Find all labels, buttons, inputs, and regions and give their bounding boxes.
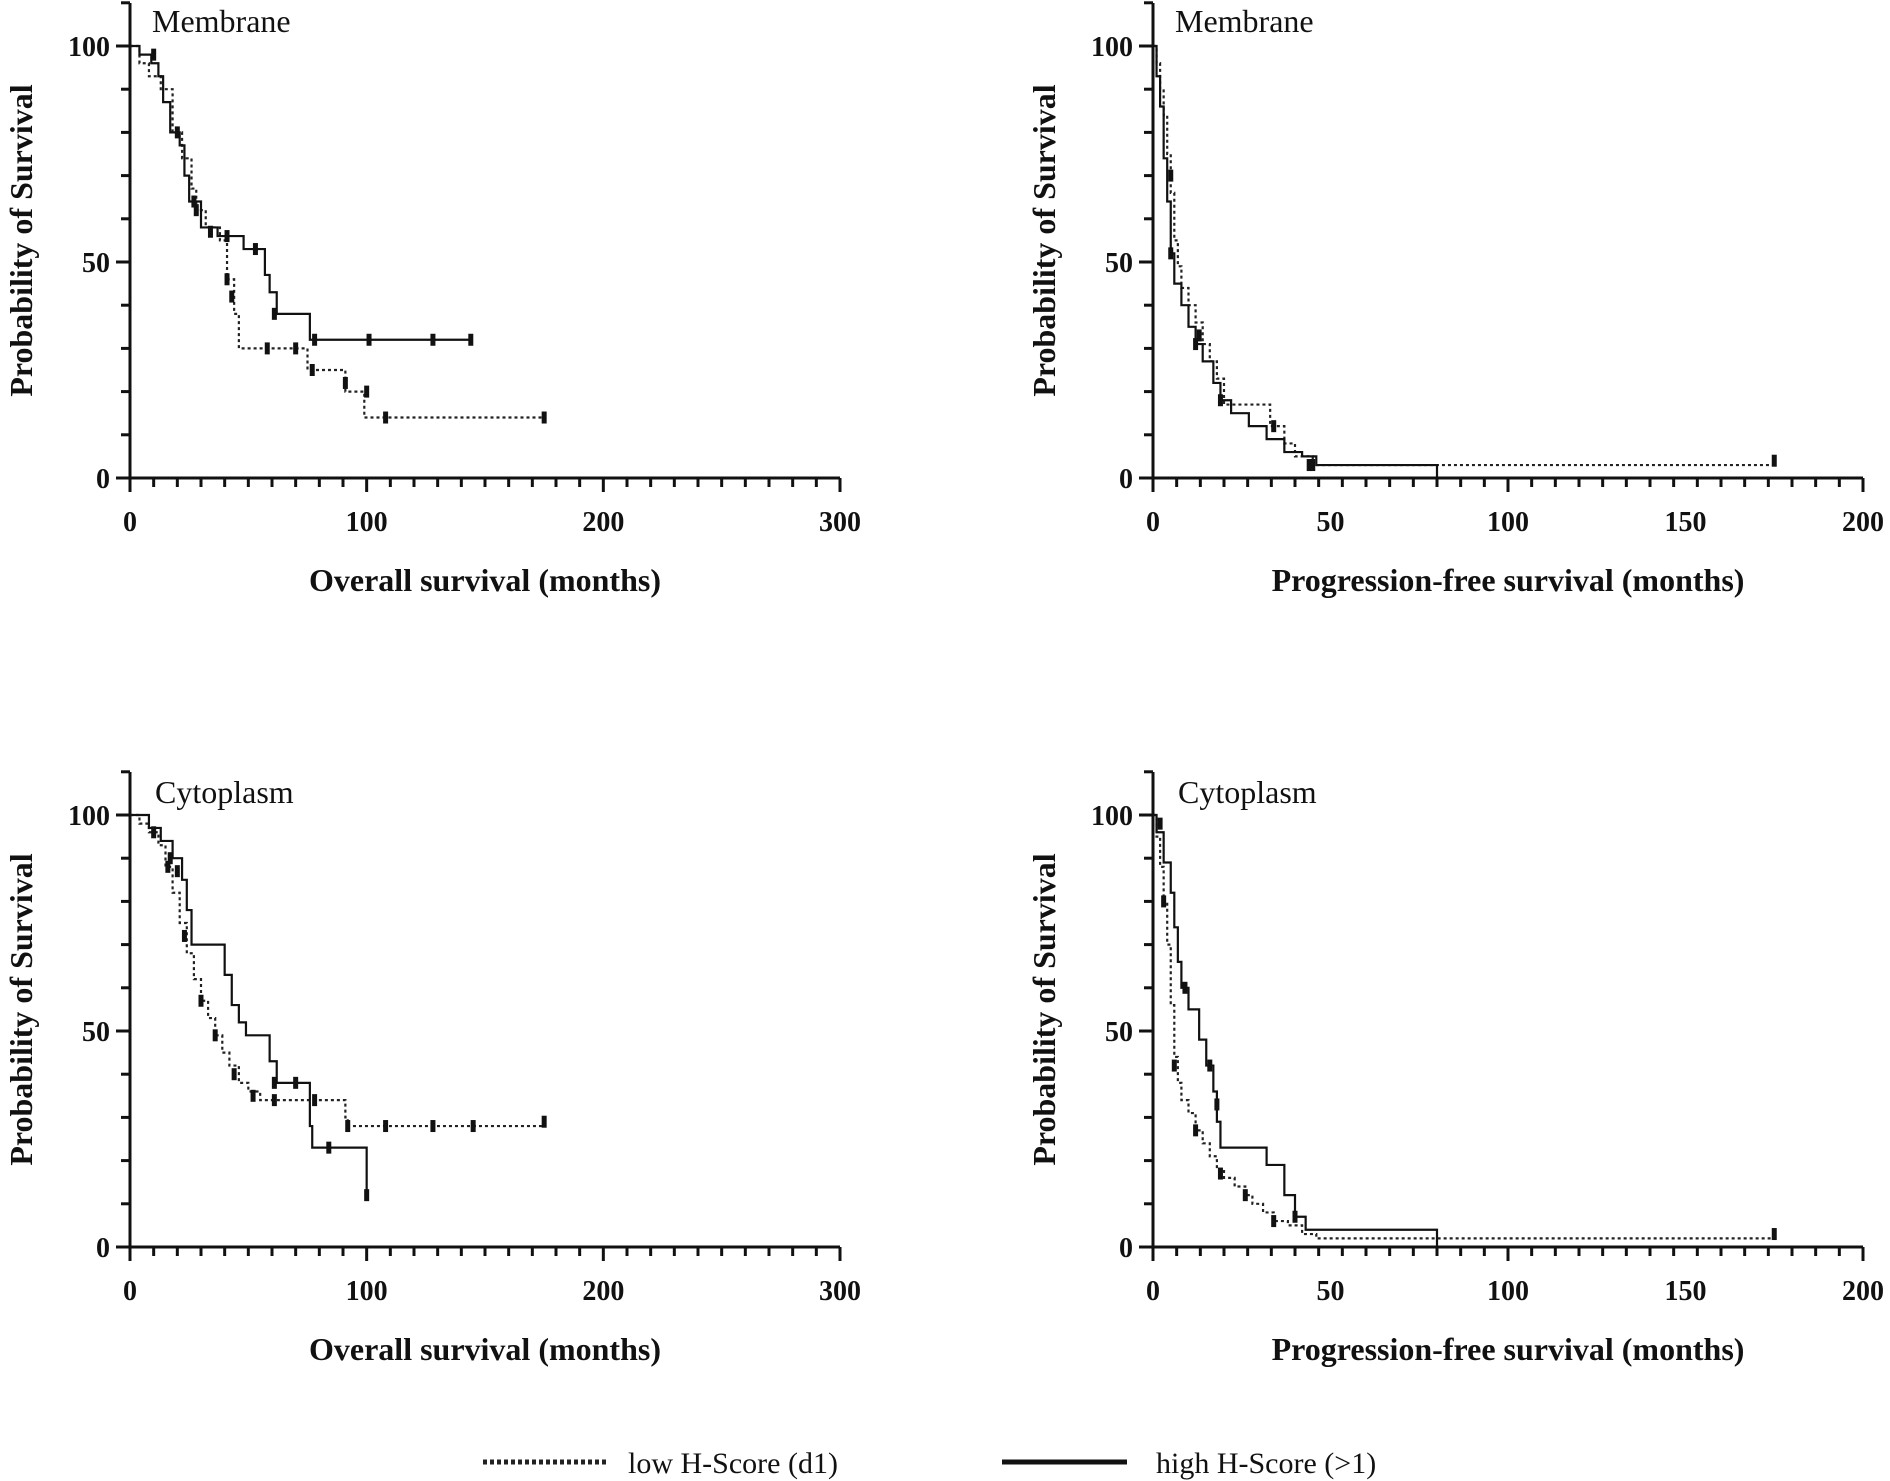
y-tick-label: 0 (96, 464, 110, 495)
series-high-h-score-line (130, 44, 471, 341)
panel-title: Membrane (152, 3, 291, 39)
series-high-h-score-line (1153, 44, 1439, 478)
y-tick-label: 50 (82, 1017, 110, 1048)
x-tick-label: 100 (1487, 1276, 1529, 1307)
x-tick-label: 150 (1665, 1276, 1707, 1307)
y-tick-label: 0 (1119, 1233, 1133, 1264)
x-tick-label: 200 (582, 1276, 624, 1307)
x-tick-label: 100 (1487, 507, 1529, 538)
x-tick-label: 0 (123, 507, 137, 538)
panel-title: Membrane (1175, 3, 1314, 39)
series-low-h-score-line (130, 44, 545, 419)
x-tick-label: 50 (1317, 1276, 1345, 1307)
chart-panel-4: 0 50 100 0 50 100 150 200 Progression-free survi… (1026, 770, 1884, 1367)
x-tick-label: 200 (1842, 507, 1884, 538)
chart-panel-1: 0 50 100 0 100 200 300 Overall survival (months… (3, 1, 861, 598)
y-tick-label: 100 (68, 32, 110, 63)
x-tick-label: 100 (346, 507, 388, 538)
x-tick-label: 50 (1317, 507, 1345, 538)
series-low-h-score-line (1153, 44, 1775, 467)
panel-title: Cytoplasm (1178, 774, 1317, 810)
x-axis-title: Overall survival (months) (309, 562, 661, 598)
legend-high-label: high H-Score (>1) (1156, 1447, 1376, 1480)
series-low-h-score-line (130, 813, 545, 1128)
series-low-h-score-line (1153, 813, 1775, 1240)
x-tick-label: 200 (1842, 1276, 1884, 1307)
x-axis-title: Progression-free survival (months) (1272, 562, 1745, 598)
x-tick-label: 0 (123, 1276, 137, 1307)
y-axis-title: Probability of Survival (1026, 853, 1062, 1165)
y-axis-title: Probability of Survival (1026, 84, 1062, 396)
panels: 0 50 100 0 100 200 300 Overall survival (months… (3, 1, 1884, 1367)
x-tick-label: 300 (819, 507, 861, 538)
y-tick-label: 100 (1091, 32, 1133, 63)
panel-title: Cytoplasm (155, 774, 294, 810)
x-tick-label: 100 (346, 1276, 388, 1307)
legend: low H-Score (d1) high H-Score (>1) (483, 1447, 1376, 1480)
y-tick-label: 100 (68, 801, 110, 832)
y-tick-label: 100 (1091, 801, 1133, 832)
x-axis-title: Progression-free survival (months) (1272, 1331, 1745, 1367)
y-axis-title: Probability of Survival (3, 84, 39, 396)
series-high-h-score-line (130, 813, 368, 1196)
y-tick-label: 0 (1119, 464, 1133, 495)
x-tick-label: 200 (582, 507, 624, 538)
y-axis-title: Probability of Survival (3, 853, 39, 1165)
x-axis-title: Overall survival (months) (309, 1331, 661, 1367)
x-tick-label: 300 (819, 1276, 861, 1307)
x-tick-label: 150 (1665, 507, 1707, 538)
x-tick-label: 0 (1146, 507, 1160, 538)
chart-panel-3: 0 50 100 0 100 200 300 Overall survival (months… (3, 770, 861, 1367)
x-tick-label: 0 (1146, 1276, 1160, 1307)
y-tick-label: 50 (1105, 1017, 1133, 1048)
y-tick-label: 50 (82, 248, 110, 279)
y-tick-label: 0 (96, 1233, 110, 1264)
legend-low-label: low H-Score (d1) (628, 1447, 838, 1480)
series-high-h-score-line (1153, 813, 1439, 1247)
chart-panel-2: 0 50 100 0 50 100 150 200 Progression-free survi… (1026, 1, 1884, 598)
y-tick-label: 50 (1105, 248, 1133, 279)
